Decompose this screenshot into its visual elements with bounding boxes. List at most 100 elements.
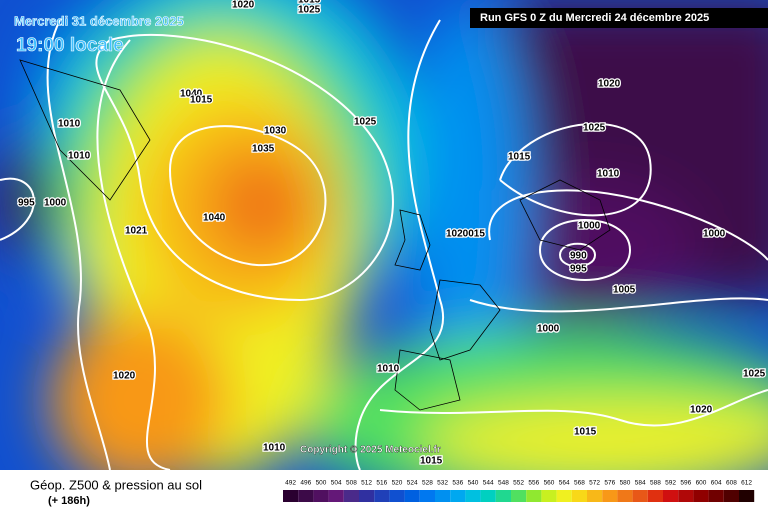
scale-swatch <box>587 490 603 502</box>
run-info: Run GFS 0 Z du Mercredi 24 décembre 2025 <box>480 12 709 24</box>
isobar-label: 990 <box>570 251 587 262</box>
scale-label: 500 <box>316 480 327 487</box>
scale-swatch <box>708 490 724 502</box>
scale-label: 592 <box>665 480 676 487</box>
scale-label: 604 <box>711 480 722 487</box>
scale-swatch <box>389 490 405 502</box>
scale-label: 520 <box>392 480 403 487</box>
isobar-label: 1010 <box>58 119 81 130</box>
isobar-label: 1020 <box>690 405 713 416</box>
color-scale: 492 496 500 504 508 512 516 520 524 528 532 536 540 5… <box>283 480 755 502</box>
scale-swatch <box>632 490 648 502</box>
scale-label: 600 <box>696 480 707 487</box>
scale-swatch <box>404 490 420 502</box>
isobar-labels: 1020 102510151010101010009951040101510301… <box>17 0 767 468</box>
scale-swatch <box>298 490 314 502</box>
scale-label: 584 <box>635 480 646 487</box>
isobar-label: 1040 <box>203 213 226 224</box>
scale-label: 608 <box>726 480 737 487</box>
scale-label: 544 <box>483 480 494 487</box>
isobar-label: 1000 <box>44 198 67 209</box>
scale-swatch <box>495 490 511 502</box>
scale-label: 612 <box>741 480 752 487</box>
scale-label: 596 <box>680 480 691 487</box>
scale-label: 504 <box>331 480 342 487</box>
isobar-label: 1015 <box>298 0 321 6</box>
scale-label: 532 <box>437 480 448 487</box>
scale-label: 516 <box>376 480 387 487</box>
isobar-label: 1010 <box>68 151 91 162</box>
scale-swatch <box>693 490 709 502</box>
scale-swatch <box>739 490 755 502</box>
scale-label: 552 <box>513 480 524 487</box>
footer-lead: (+ 186h) <box>48 495 90 507</box>
scale-label: 576 <box>604 480 615 487</box>
isobar-label: 1010 <box>597 169 620 180</box>
scale-label: 508 <box>346 480 357 487</box>
scale-swatch <box>647 490 663 502</box>
scale-label: 556 <box>528 480 539 487</box>
isobar-label: 1010 <box>263 443 286 454</box>
scale-swatch <box>511 490 527 502</box>
isobar-label: 995 <box>18 198 35 209</box>
isobar-label: 1025 <box>743 369 766 380</box>
isobar-label: 1015 <box>420 456 443 467</box>
scale-label: 524 <box>407 480 418 487</box>
scale-label: 588 <box>650 480 661 487</box>
scale-swatch <box>723 490 739 502</box>
scale-label: 536 <box>452 480 463 487</box>
isobar-label: 1025 <box>583 123 606 134</box>
isobar-label: 1021 <box>125 226 148 237</box>
isobar-label: 1015 <box>574 427 597 438</box>
scale-swatch <box>465 490 481 502</box>
scale-label: 572 <box>589 480 600 487</box>
isobar-label: 1025 <box>354 117 377 128</box>
scale-swatch <box>419 490 435 502</box>
scale-swatch <box>541 490 557 502</box>
scale-label: 540 <box>468 480 479 487</box>
scale-label: 548 <box>498 480 509 487</box>
isobar-label: 1025 <box>298 5 321 16</box>
isobar-label: 1015 <box>190 95 213 106</box>
isobar-label: 1035 <box>252 144 275 155</box>
isobar-label: 995 <box>570 264 587 275</box>
scale-swatch <box>343 490 359 502</box>
scale-swatch <box>617 490 633 502</box>
scale-swatch <box>602 490 618 502</box>
scale-swatch <box>374 490 390 502</box>
scale-swatch <box>283 490 299 502</box>
isobar-label: 1020 <box>598 79 621 90</box>
valid-time: 19:00 locale <box>16 35 124 56</box>
isobar-label: 1015 <box>508 152 531 163</box>
scale-swatch <box>556 490 572 502</box>
scale-swatch <box>359 490 375 502</box>
isobar-label: 1000 <box>703 229 726 240</box>
isobar-label: 1020 <box>113 371 136 382</box>
isobar-label: 1020 <box>232 0 255 11</box>
run-box <box>470 8 768 28</box>
scale-label: 568 <box>574 480 585 487</box>
isobar-label: 1010 <box>377 364 400 375</box>
isobar-lines <box>0 19 768 470</box>
scale-swatch <box>663 490 679 502</box>
scale-label: 512 <box>361 480 372 487</box>
copyright: Copyright © 2025 Meteociel.fr <box>300 445 441 456</box>
scale-swatch <box>435 490 451 502</box>
valid-date: Mercredi 31 décembre 2025 <box>14 13 184 28</box>
scale-label: 496 <box>300 480 311 487</box>
scale-swatch <box>450 490 466 502</box>
scale-label: 560 <box>544 480 555 487</box>
coastlines <box>19 59 611 411</box>
scale-swatch <box>328 490 344 502</box>
scale-swatch <box>480 490 496 502</box>
isobar-label: 1005 <box>613 285 636 296</box>
scale-swatch <box>526 490 542 502</box>
isobar-label: 1030 <box>264 126 287 137</box>
scale-label: 492 <box>285 480 296 487</box>
scale-swatch <box>571 490 587 502</box>
scale-label: 564 <box>559 480 570 487</box>
scale-label: 580 <box>620 480 631 487</box>
isobar-label: 1040 <box>180 89 203 100</box>
